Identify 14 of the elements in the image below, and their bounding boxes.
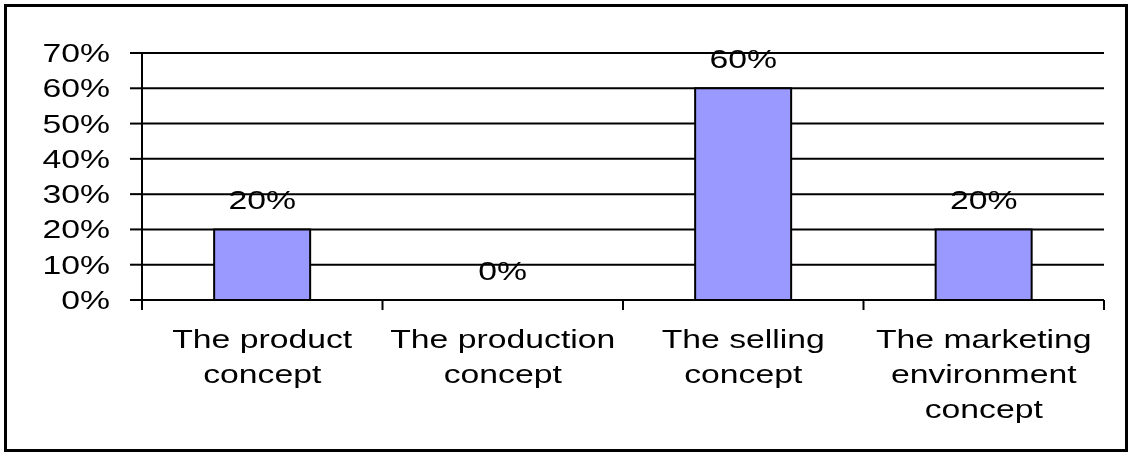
x-tick-label: The production concept [390, 325, 616, 389]
y-tick-label: 30% [42, 180, 110, 209]
y-tick-label: 0% [61, 286, 110, 315]
y-tick-label: 50% [42, 109, 110, 138]
data-label: 20% [949, 186, 1018, 215]
y-tick-label: 70% [42, 39, 110, 68]
data-label: 20% [228, 186, 297, 215]
y-tick-label: 20% [42, 215, 110, 244]
y-tick-label: 60% [42, 74, 110, 103]
x-tick-label: The selling concept [661, 325, 825, 389]
y-tick-label: 40% [42, 145, 110, 173]
x-tick-label: The product concept [172, 325, 354, 389]
x-tick-label: The marketing environment concept [875, 325, 1092, 424]
y-tick-label: 10% [42, 250, 110, 279]
